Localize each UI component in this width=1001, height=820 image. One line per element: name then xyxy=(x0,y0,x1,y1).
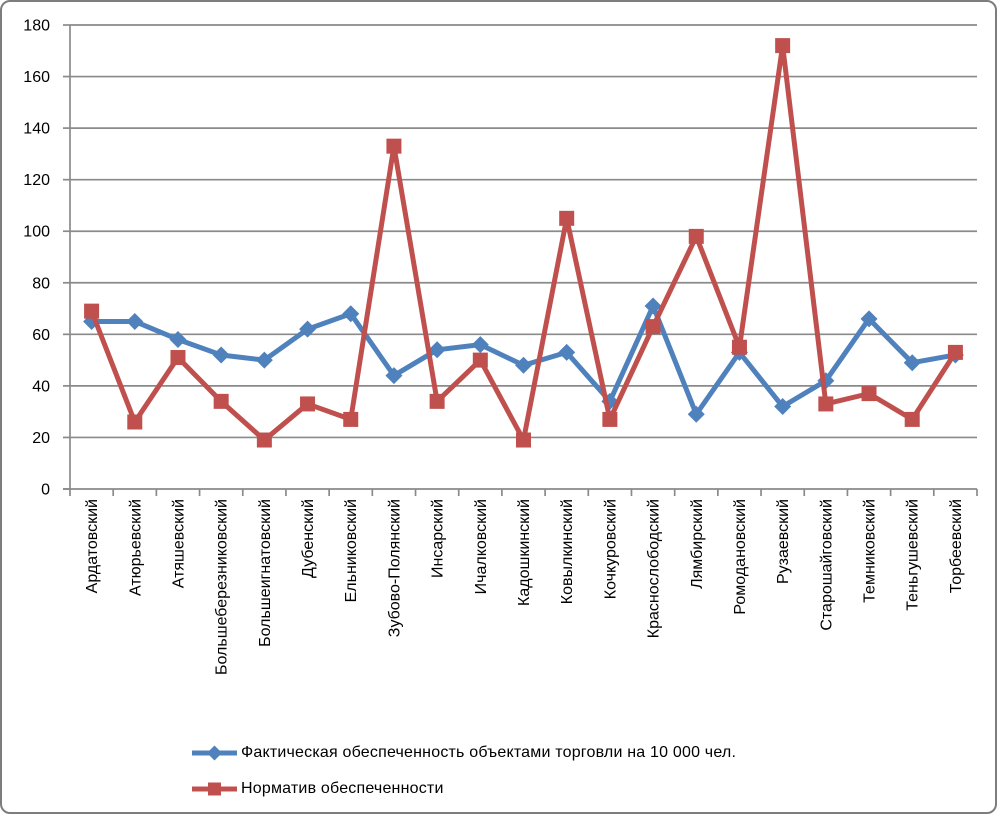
data-point-marker xyxy=(429,393,445,409)
data-point-marker xyxy=(342,305,360,323)
y-axis-tick-label: 40 xyxy=(32,378,50,395)
x-axis-category-label: Краснослободский xyxy=(646,499,663,638)
data-point-marker xyxy=(84,303,100,319)
y-axis-tick-label: 60 xyxy=(32,327,50,344)
data-point-marker xyxy=(428,341,446,359)
x-axis-category-label: Торбеевский xyxy=(948,499,965,593)
x-axis-category-label: Инсарский xyxy=(430,499,447,578)
data-point-marker xyxy=(645,319,661,335)
x-axis-category-label: Дубенский xyxy=(300,499,317,578)
y-axis-tick-label: 180 xyxy=(23,18,50,35)
x-axis-category-label: Ичалковский xyxy=(473,499,490,594)
x-axis-category-label: Ковылкинский xyxy=(559,499,576,604)
data-point-marker xyxy=(299,320,317,338)
data-point-marker xyxy=(343,411,359,427)
data-point-marker xyxy=(127,414,143,430)
y-axis-tick-label: 80 xyxy=(32,275,50,292)
x-axis-category-label: Кочкуровский xyxy=(602,499,619,599)
data-point-marker xyxy=(471,336,489,354)
legend-label: Фактическая обеспеченность объектами тор… xyxy=(241,743,737,761)
data-point-marker xyxy=(904,411,920,427)
y-axis-tick-label: 100 xyxy=(23,224,50,241)
y-axis-tick-label: 0 xyxy=(41,482,50,499)
x-axis-category-label: Ардатовский xyxy=(84,499,101,593)
data-point-marker xyxy=(644,297,662,315)
y-axis-tick-label: 160 xyxy=(23,69,50,86)
data-point-marker xyxy=(213,393,229,409)
data-point-marker xyxy=(947,344,963,360)
data-point-marker xyxy=(731,339,747,355)
legend-item-norm: Норматив обеспеченности xyxy=(191,775,736,802)
data-point-marker xyxy=(385,367,403,385)
data-point-marker xyxy=(775,38,791,54)
x-axis-category-label: Ромодановский xyxy=(732,499,749,615)
data-point-marker xyxy=(472,352,488,368)
data-point-marker xyxy=(861,386,877,402)
data-point-marker xyxy=(687,405,705,423)
data-point-marker xyxy=(559,210,575,226)
data-point-marker xyxy=(300,396,316,412)
data-point-marker xyxy=(774,398,792,416)
x-axis-category-label: Старошайговский xyxy=(818,499,835,631)
data-point-marker xyxy=(516,432,531,448)
x-axis-category-label: Теньгушевский xyxy=(905,499,922,611)
data-point-marker xyxy=(170,350,186,366)
data-point-marker xyxy=(256,432,272,448)
x-axis-category-label: Кадошкинский xyxy=(516,499,533,606)
y-axis-tick-label: 20 xyxy=(32,430,50,447)
y-axis-tick-label: 140 xyxy=(23,121,50,138)
data-point-marker xyxy=(903,354,921,372)
data-point-marker xyxy=(515,356,532,374)
diamond-marker-icon xyxy=(191,744,238,762)
x-axis-category-label: Атюрьевский xyxy=(127,499,144,596)
data-point-marker xyxy=(818,396,834,412)
data-point-marker xyxy=(212,346,230,364)
data-point-marker xyxy=(169,330,187,348)
legend-label: Норматив обеспеченности xyxy=(241,779,444,797)
x-axis-category-label: Зубово-Полянский xyxy=(386,499,403,637)
x-axis-category-label: Большеберезниковский xyxy=(214,499,231,675)
y-axis-tick-label: 120 xyxy=(23,172,50,189)
data-point-marker xyxy=(602,411,618,427)
square-marker-icon xyxy=(191,780,238,798)
x-axis-category-label: Атяшевский xyxy=(170,499,187,588)
x-axis-category-label: Рузаевский xyxy=(775,499,792,584)
x-axis-category-label: Большеигнатовский xyxy=(257,499,274,647)
legend-item-fact: Фактическая обеспеченность объектами тор… xyxy=(191,739,736,766)
data-point-marker xyxy=(126,312,144,330)
x-axis-category-label: Ельниковский xyxy=(343,499,360,602)
data-point-marker xyxy=(558,343,576,361)
data-point-marker xyxy=(255,351,273,369)
x-axis-category-label: Лямбирский xyxy=(689,499,706,589)
data-point-marker xyxy=(688,228,704,244)
x-axis-category-label: Темниковский xyxy=(862,499,879,603)
data-point-marker xyxy=(386,138,402,154)
data-point-marker xyxy=(860,310,878,328)
chart-legend: Фактическая обеспеченность объектами тор… xyxy=(191,739,736,802)
